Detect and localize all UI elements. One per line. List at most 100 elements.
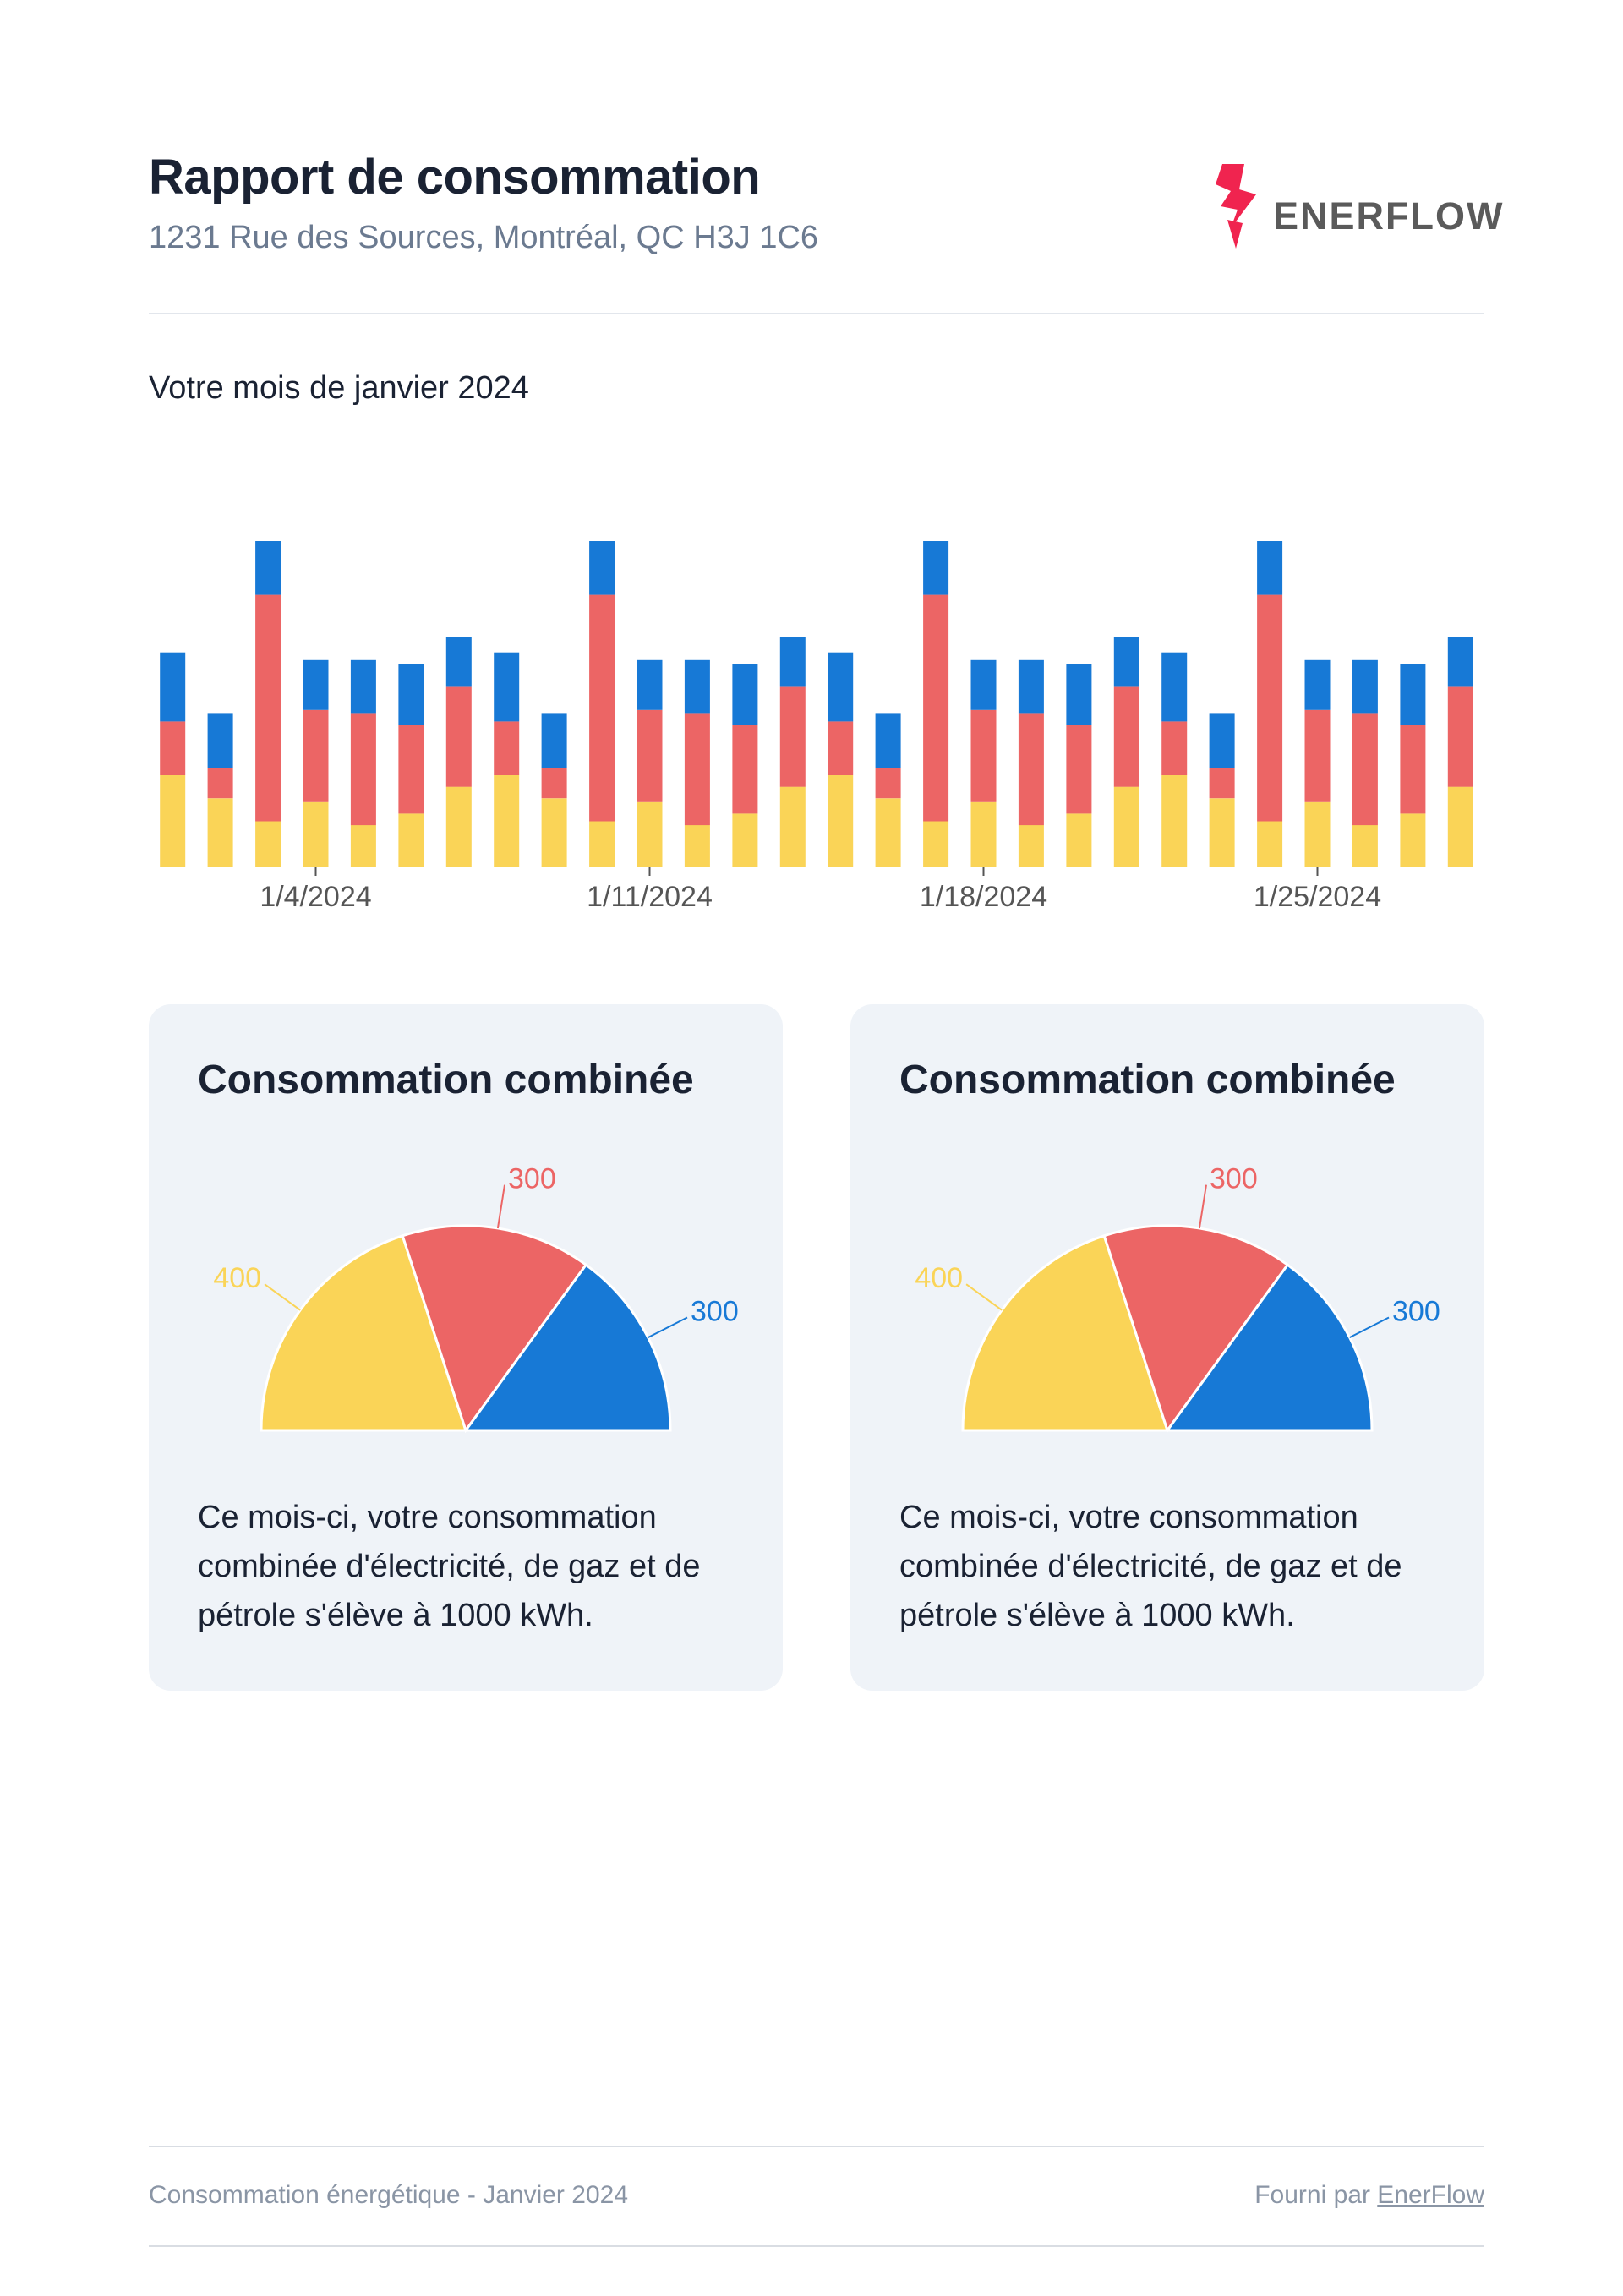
bar-segment [1209,713,1235,768]
bar-segment [1113,786,1139,867]
bar-segment [684,825,710,867]
bar-segment [1400,813,1426,867]
bar-segment [1161,775,1188,867]
bar-segment [779,786,806,867]
bar-segment [160,652,186,722]
bar-segment [445,786,472,867]
footer-credit-prefix: Fourni par [1254,2181,1378,2209]
footer-divider-top [149,2146,1484,2147]
bar-segment [541,798,567,867]
bar-segment [350,713,376,826]
gauge-value-label: 300 [508,1163,556,1195]
bar-segment [684,713,710,826]
bar-segment [1400,725,1426,814]
gauge-value-label: 400 [213,1262,261,1294]
bar-segment [541,713,567,768]
gauge-value-label: 300 [691,1296,739,1328]
bar-segment [637,709,663,802]
bar-segment [875,713,901,768]
bar-segment [1018,825,1044,867]
bar-segment [923,594,949,822]
bar-segment [1066,664,1092,725]
bar-segment [494,721,520,775]
bar-segment [207,767,233,799]
gauge-leader-line [1349,1316,1390,1338]
bar-segment [1113,637,1139,687]
bar-segment [732,664,758,725]
bar-segment [350,659,376,714]
bar-segment [1257,594,1283,822]
bar-segment [923,541,949,595]
bar-segment [589,594,615,822]
bar-segment [1400,664,1426,725]
gauge-chart: 400 300 300 [213,1163,739,1434]
bar-segment [970,709,997,802]
brand-logo: ENERFLOW [1205,161,1502,254]
bar-segment [303,659,329,710]
section-label: Votre mois de janvier 2024 [149,370,529,406]
bar-segment [1352,825,1378,867]
bar-segment [732,725,758,814]
bar-segment [398,725,424,814]
bar-segment [303,801,329,867]
bar-segment [589,821,615,867]
card-title: Consommation combinée [899,1058,1396,1102]
gauge-slice [1165,1263,1374,1432]
x-tick-label: 1/25/2024 [1254,881,1381,913]
bar-segment [1257,821,1283,867]
bar-segment [684,659,710,714]
bar-segment [875,767,901,799]
bar-segment [445,686,472,787]
bar-segment [255,541,281,595]
bar-segment [398,664,424,725]
gauge-leader-line [264,1283,301,1311]
bar-segment [828,652,854,722]
bar-segment [207,798,233,867]
bar-segment [1066,725,1092,814]
bar-segment [1304,801,1331,867]
gauge-leader-line [648,1316,688,1338]
bar-segment [828,721,854,775]
bar-chart-svg: 1/4/2024 1/11/2024 1/18/2024 1/25/2024 [160,541,1473,913]
bar-segment [1161,652,1188,722]
gauge-leader-line [496,1184,505,1229]
bar-segment [1209,767,1235,799]
bar-segment [828,775,854,867]
bar-segment [494,652,520,722]
bar-segment [494,775,520,867]
bar-segment [732,813,758,867]
combined-consumption-card: Consommation combinée 400 300 300 Ce mois-… [149,1004,783,1691]
bar-segment [1447,786,1473,867]
bar-segment [1447,637,1473,687]
bar-segment [160,775,186,867]
footer-note: Consommation énergétique - Janvier 2024 [149,2181,628,2209]
gauge-value-label: 300 [1392,1296,1440,1328]
logo-wordmark: ENERFLOW [1273,194,1505,238]
bar-segment [1304,709,1331,802]
bar-segment [779,686,806,787]
bar-segment [541,767,567,799]
bar-segment [350,825,376,867]
enerflow-link[interactable]: EnerFlow [1377,2181,1484,2209]
bar-segment [970,659,997,710]
bar-segment [255,594,281,822]
bar-segment [1161,721,1188,775]
bar-segment [1018,713,1044,826]
report-header: Rapport de consommation 1231 Rue des Sou… [149,142,1502,320]
combined-consumption-card: Consommation combinée 400 300 300 Ce mois-… [850,1004,1484,1691]
page-title: Rapport de consommation [149,150,761,205]
gauge-leader-line [1198,1184,1207,1229]
bar-segment [1304,659,1331,710]
bar-segment [1257,541,1283,595]
bar-segment [1447,686,1473,787]
bar-segment [779,637,806,687]
footer-divider-bottom [149,2245,1484,2247]
bar-segment [207,713,233,768]
bar-segment [589,541,615,595]
header-divider [149,313,1484,314]
bar-segment [255,821,281,867]
gauge-value-label: 300 [1210,1163,1258,1195]
gauge-value-label: 400 [915,1262,963,1294]
daily-consumption-chart: 1/4/2024 1/11/2024 1/18/2024 1/25/2024 [149,524,1484,921]
